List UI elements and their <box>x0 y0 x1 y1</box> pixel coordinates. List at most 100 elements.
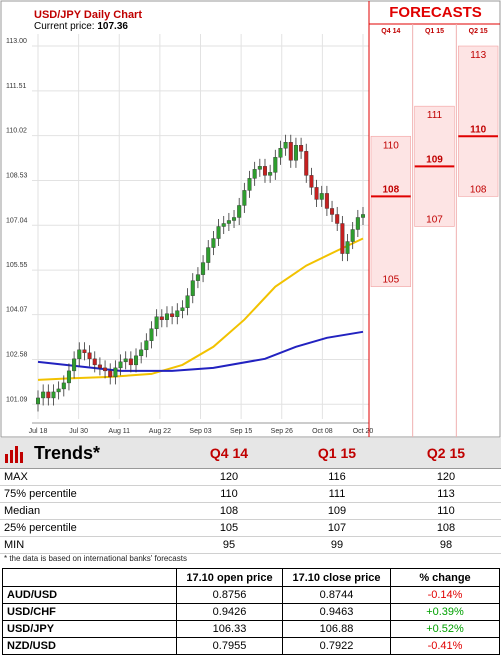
x-tick-label: Sep 15 <box>230 428 252 435</box>
candle-body <box>46 391 51 399</box>
y-tick-label: 104.07 <box>6 307 28 314</box>
forecast-median-label: 110 <box>470 124 487 135</box>
fx-header-change: % change <box>390 568 500 587</box>
forecast-max-label: 111 <box>427 110 443 121</box>
candle-body <box>154 316 159 329</box>
candle-body <box>252 169 257 179</box>
candle-body <box>206 247 211 263</box>
moving-average-line <box>37 237 364 381</box>
fx-change: +0.39% <box>390 603 500 621</box>
x-tick-label: Oct 20 <box>353 428 374 435</box>
y-tick-label: 111.51 <box>6 83 26 90</box>
x-tick-label: Oct 08 <box>312 428 333 435</box>
candle-body <box>345 241 350 254</box>
candle-body <box>309 175 314 188</box>
fx-close-price: 0.9463 <box>282 603 391 621</box>
current-price-value: 107.36 <box>97 21 128 32</box>
current-price-label: Current price: <box>34 21 95 32</box>
forecast-min-label: 105 <box>382 275 399 286</box>
current-price: Current price: 107.36 <box>34 21 128 32</box>
candle-body <box>72 358 77 372</box>
candle-body <box>216 226 221 239</box>
candle-body <box>262 166 267 176</box>
forecast-median-label: 108 <box>382 184 399 195</box>
fx-row: NZD/USD 0.7955 0.7922 -0.41% <box>2 637 500 655</box>
trends-row-label: Median <box>0 502 175 520</box>
y-tick-label: 110.02 <box>6 128 27 135</box>
candle-body <box>128 358 133 366</box>
fx-header-close: 17.10 close price <box>282 568 391 587</box>
candle-body <box>36 397 41 405</box>
y-tick-label: 107.04 <box>6 217 28 224</box>
fx-open-price: 0.9426 <box>176 603 283 621</box>
fx-row: USD/JPY 106.33 106.88 +0.52% <box>2 620 500 638</box>
forecast-range-box <box>370 135 411 287</box>
candle-body <box>123 358 128 363</box>
fx-row: USD/CHF 0.9426 0.9463 +0.39% <box>2 603 500 621</box>
candle-body <box>97 364 102 369</box>
candle-body <box>242 190 247 206</box>
candle-body <box>226 220 231 224</box>
candle-body <box>82 349 87 354</box>
forecast-median-label: 109 <box>426 154 443 165</box>
candle-body <box>304 151 309 176</box>
fx-header-open: 17.10 open price <box>176 568 283 587</box>
trends-value: 105 <box>175 519 283 537</box>
trends-footnote: * the data is based on international ban… <box>4 554 187 563</box>
candle-body <box>355 217 360 230</box>
x-tick-label: Aug 11 <box>108 428 130 435</box>
forecast-max-label: 113 <box>470 50 486 61</box>
y-tick-label: 113.00 <box>6 38 27 45</box>
chart-title: USD/JPY Daily Chart <box>34 9 143 21</box>
y-tick-label: 102.58 <box>6 351 28 358</box>
fx-change: +0.52% <box>390 620 500 638</box>
trends-header-q2-15: Q2 15 <box>391 438 501 469</box>
forecast-max-label: 110 <box>383 140 399 151</box>
fx-open-price: 106.33 <box>176 620 283 638</box>
candle-body <box>61 382 66 390</box>
price-chart: 113.00 111.51 110.02 108.53 107.04 105.55 104.… <box>0 0 501 438</box>
trends-row: MAX 120 116 120 <box>0 468 501 486</box>
candle-body <box>335 214 340 224</box>
candle-body <box>232 217 237 221</box>
candle-body <box>170 313 175 317</box>
candle-body <box>41 391 46 399</box>
forecast-range-box <box>458 45 499 197</box>
x-tick-label: Sep 03 <box>189 428 211 435</box>
moving-average-line <box>37 330 364 372</box>
trends-row-label: MIN <box>0 536 175 554</box>
trends-value: 110 <box>175 485 283 503</box>
trends-value: 111 <box>283 485 391 503</box>
trends-value: 110 <box>391 502 501 520</box>
fx-pair: NZD/USD <box>2 637 177 655</box>
trends-row-label: MAX <box>0 468 175 486</box>
fx-change: -0.41% <box>390 637 500 655</box>
fx-open-price: 0.7955 <box>176 637 283 655</box>
trends-value: 95 <box>175 536 283 554</box>
x-tick-label: Aug 22 <box>149 428 171 435</box>
trends-row-label: 75% percentile <box>0 485 175 503</box>
x-tick-label: Jul 18 <box>29 428 48 435</box>
bar-chart-icon <box>5 445 23 463</box>
candle-body <box>108 370 113 378</box>
x-tick-label: Jul 30 <box>69 428 88 435</box>
candle-body <box>288 142 293 161</box>
candle-body <box>92 358 97 366</box>
candle-body <box>118 361 123 369</box>
fx-pair: USD/CHF <box>2 603 177 621</box>
candle-body <box>237 205 242 218</box>
candle-body <box>299 145 304 152</box>
candle-body <box>139 349 144 357</box>
fx-header-blank <box>2 568 177 587</box>
trends-title-cell: Trends* <box>0 438 175 469</box>
candle-body <box>350 229 355 242</box>
candle-body <box>87 352 92 360</box>
candle-body <box>293 145 298 161</box>
fx-pair: USD/JPY <box>2 620 177 638</box>
candle-body <box>314 187 319 200</box>
candle-body <box>211 238 216 248</box>
candle-body <box>77 349 82 360</box>
candle-body <box>185 295 190 308</box>
trends-header-q4-14: Q4 14 <box>175 438 283 469</box>
candle-body <box>268 172 273 176</box>
